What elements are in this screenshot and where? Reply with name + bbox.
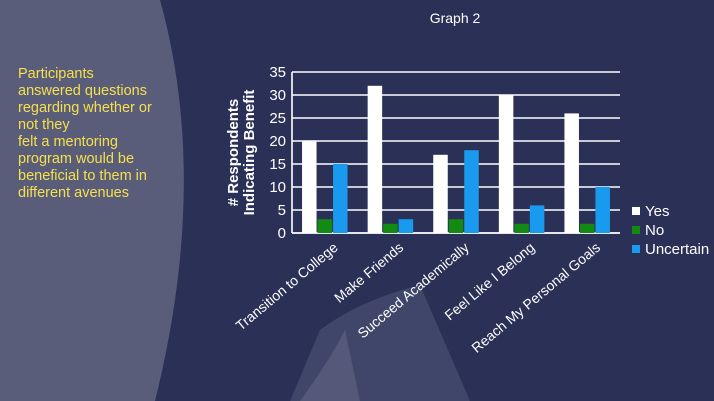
y-tick-label: 0	[278, 225, 286, 242]
description-line: Participants	[18, 66, 94, 82]
bar-yes	[367, 85, 383, 233]
description-line: different avenues	[18, 185, 129, 201]
description-line: answered questions	[18, 83, 147, 99]
y-tick-label: 15	[269, 156, 286, 173]
bar-no	[514, 223, 529, 233]
graph-title: Graph 2	[429, 10, 481, 26]
y-axis-title-line: # Respondents	[225, 99, 242, 207]
bar-uncertain	[333, 164, 348, 233]
description-line: regarding whether or	[18, 100, 152, 116]
bar-yes	[498, 95, 514, 233]
bar-yes	[433, 154, 448, 233]
description-line: felt a mentoring	[18, 134, 118, 150]
bar-uncertain	[595, 187, 610, 233]
legend-swatch-no	[632, 226, 640, 234]
legend-label-yes: Yes	[645, 203, 669, 220]
bar-uncertain	[529, 205, 545, 233]
bar-yes	[302, 141, 317, 233]
y-axis-title: # RespondentsIndicating Benefit	[225, 90, 258, 216]
description-line: not they	[18, 117, 70, 133]
y-tick-label: 20	[269, 133, 286, 150]
bar-no	[448, 219, 464, 233]
legend-swatch-yes	[632, 207, 640, 215]
bar-no	[579, 223, 595, 233]
y-tick-label: 25	[269, 110, 286, 127]
description-line: beneficial to them in	[18, 168, 147, 184]
y-tick-label: 35	[269, 64, 286, 81]
y-tick-label: 10	[269, 179, 286, 196]
x-tick-label: Transition to College	[232, 239, 340, 334]
y-tick-label: 30	[269, 87, 286, 104]
y-axis-title-line: Indicating Benefit	[241, 90, 258, 216]
description-line: program would be	[18, 151, 135, 167]
x-tick-label: Succeed Academically	[354, 239, 472, 341]
legend-label-no: No	[645, 222, 664, 239]
legend-label-uncertain: Uncertain	[645, 241, 709, 258]
legend-swatch-uncertain	[632, 245, 640, 253]
bar-uncertain	[398, 219, 414, 233]
y-tick-label: 5	[278, 202, 286, 219]
bar-no	[383, 223, 398, 233]
bar-no	[317, 219, 333, 233]
x-tick-label: Reach My Personal Goals	[468, 239, 603, 356]
bar-yes	[564, 113, 579, 233]
description-text: Participants answered questions regardin…	[18, 66, 193, 202]
bar-uncertain	[464, 150, 479, 233]
